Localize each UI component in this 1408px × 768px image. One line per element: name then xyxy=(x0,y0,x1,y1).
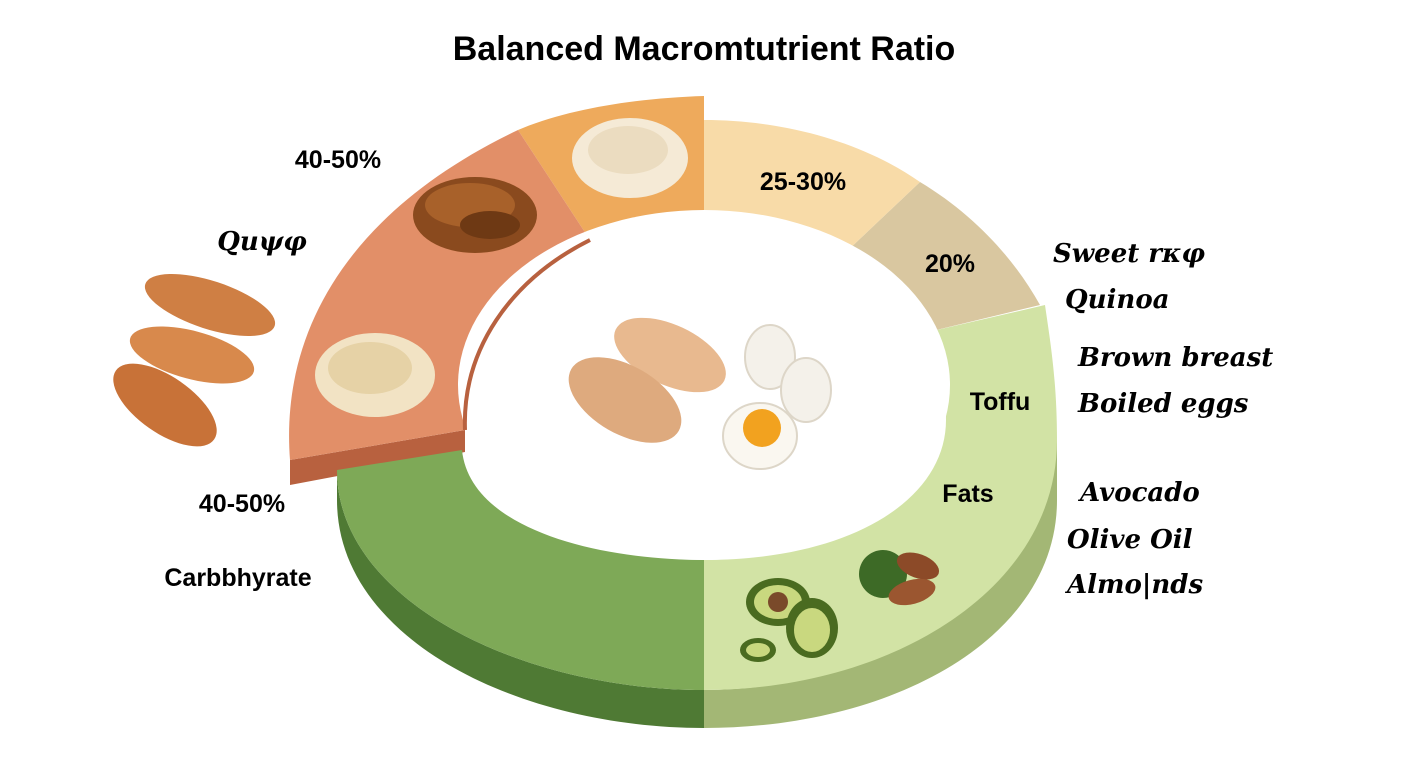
food-list-item: Brown breast xyxy=(1077,343,1273,373)
food-list-item: Olive Oil xyxy=(1067,525,1193,555)
grains-white-rice-icon xyxy=(572,118,688,198)
grains-rice-lower-icon xyxy=(315,333,435,417)
food-list-item: Avocado xyxy=(1077,478,1200,508)
donut-sides xyxy=(290,430,1057,728)
fats-label: Fats xyxy=(942,480,993,508)
food-list-item: Sweet rκφ xyxy=(1053,239,1205,269)
fats-side xyxy=(704,430,1057,728)
avocado-icon xyxy=(740,578,838,662)
carb-edge xyxy=(462,238,591,431)
almonds-icon xyxy=(859,550,940,606)
tofu-label: Toffu xyxy=(970,388,1031,416)
food-list-item: Almo|nds xyxy=(1064,570,1203,600)
chicken-breast-icon xyxy=(568,317,726,443)
food-illustrations xyxy=(113,118,940,662)
carb-bottom-percent-label: 40-50% xyxy=(199,490,285,518)
carb-name-label: Carbbhyrate xyxy=(164,564,311,592)
food-list-item: Quinoa xyxy=(1065,285,1170,315)
eggs-icon xyxy=(722,324,832,470)
grains-brown-rice-icon xyxy=(413,177,537,253)
veg-side xyxy=(337,430,704,728)
carb-top-percent-label: 40-50% xyxy=(295,146,381,174)
quinoa-left-label: Quψφ xyxy=(217,227,307,257)
segment-vegetables xyxy=(337,450,704,690)
dairy-percent-label: 20% xyxy=(925,250,975,278)
carb-side xyxy=(290,430,465,485)
sweet-potato-icon xyxy=(113,273,276,447)
food-list-item: Boiled eggs xyxy=(1077,389,1249,419)
food-list: Sweet rκφ Quinoa Brown breast Boiled egg… xyxy=(1053,239,1273,600)
protein-percent-label: 25-30% xyxy=(760,168,846,196)
segment-dairy xyxy=(845,182,1040,332)
chart-title: Balanced Macromtutrient Ratio xyxy=(453,30,956,68)
